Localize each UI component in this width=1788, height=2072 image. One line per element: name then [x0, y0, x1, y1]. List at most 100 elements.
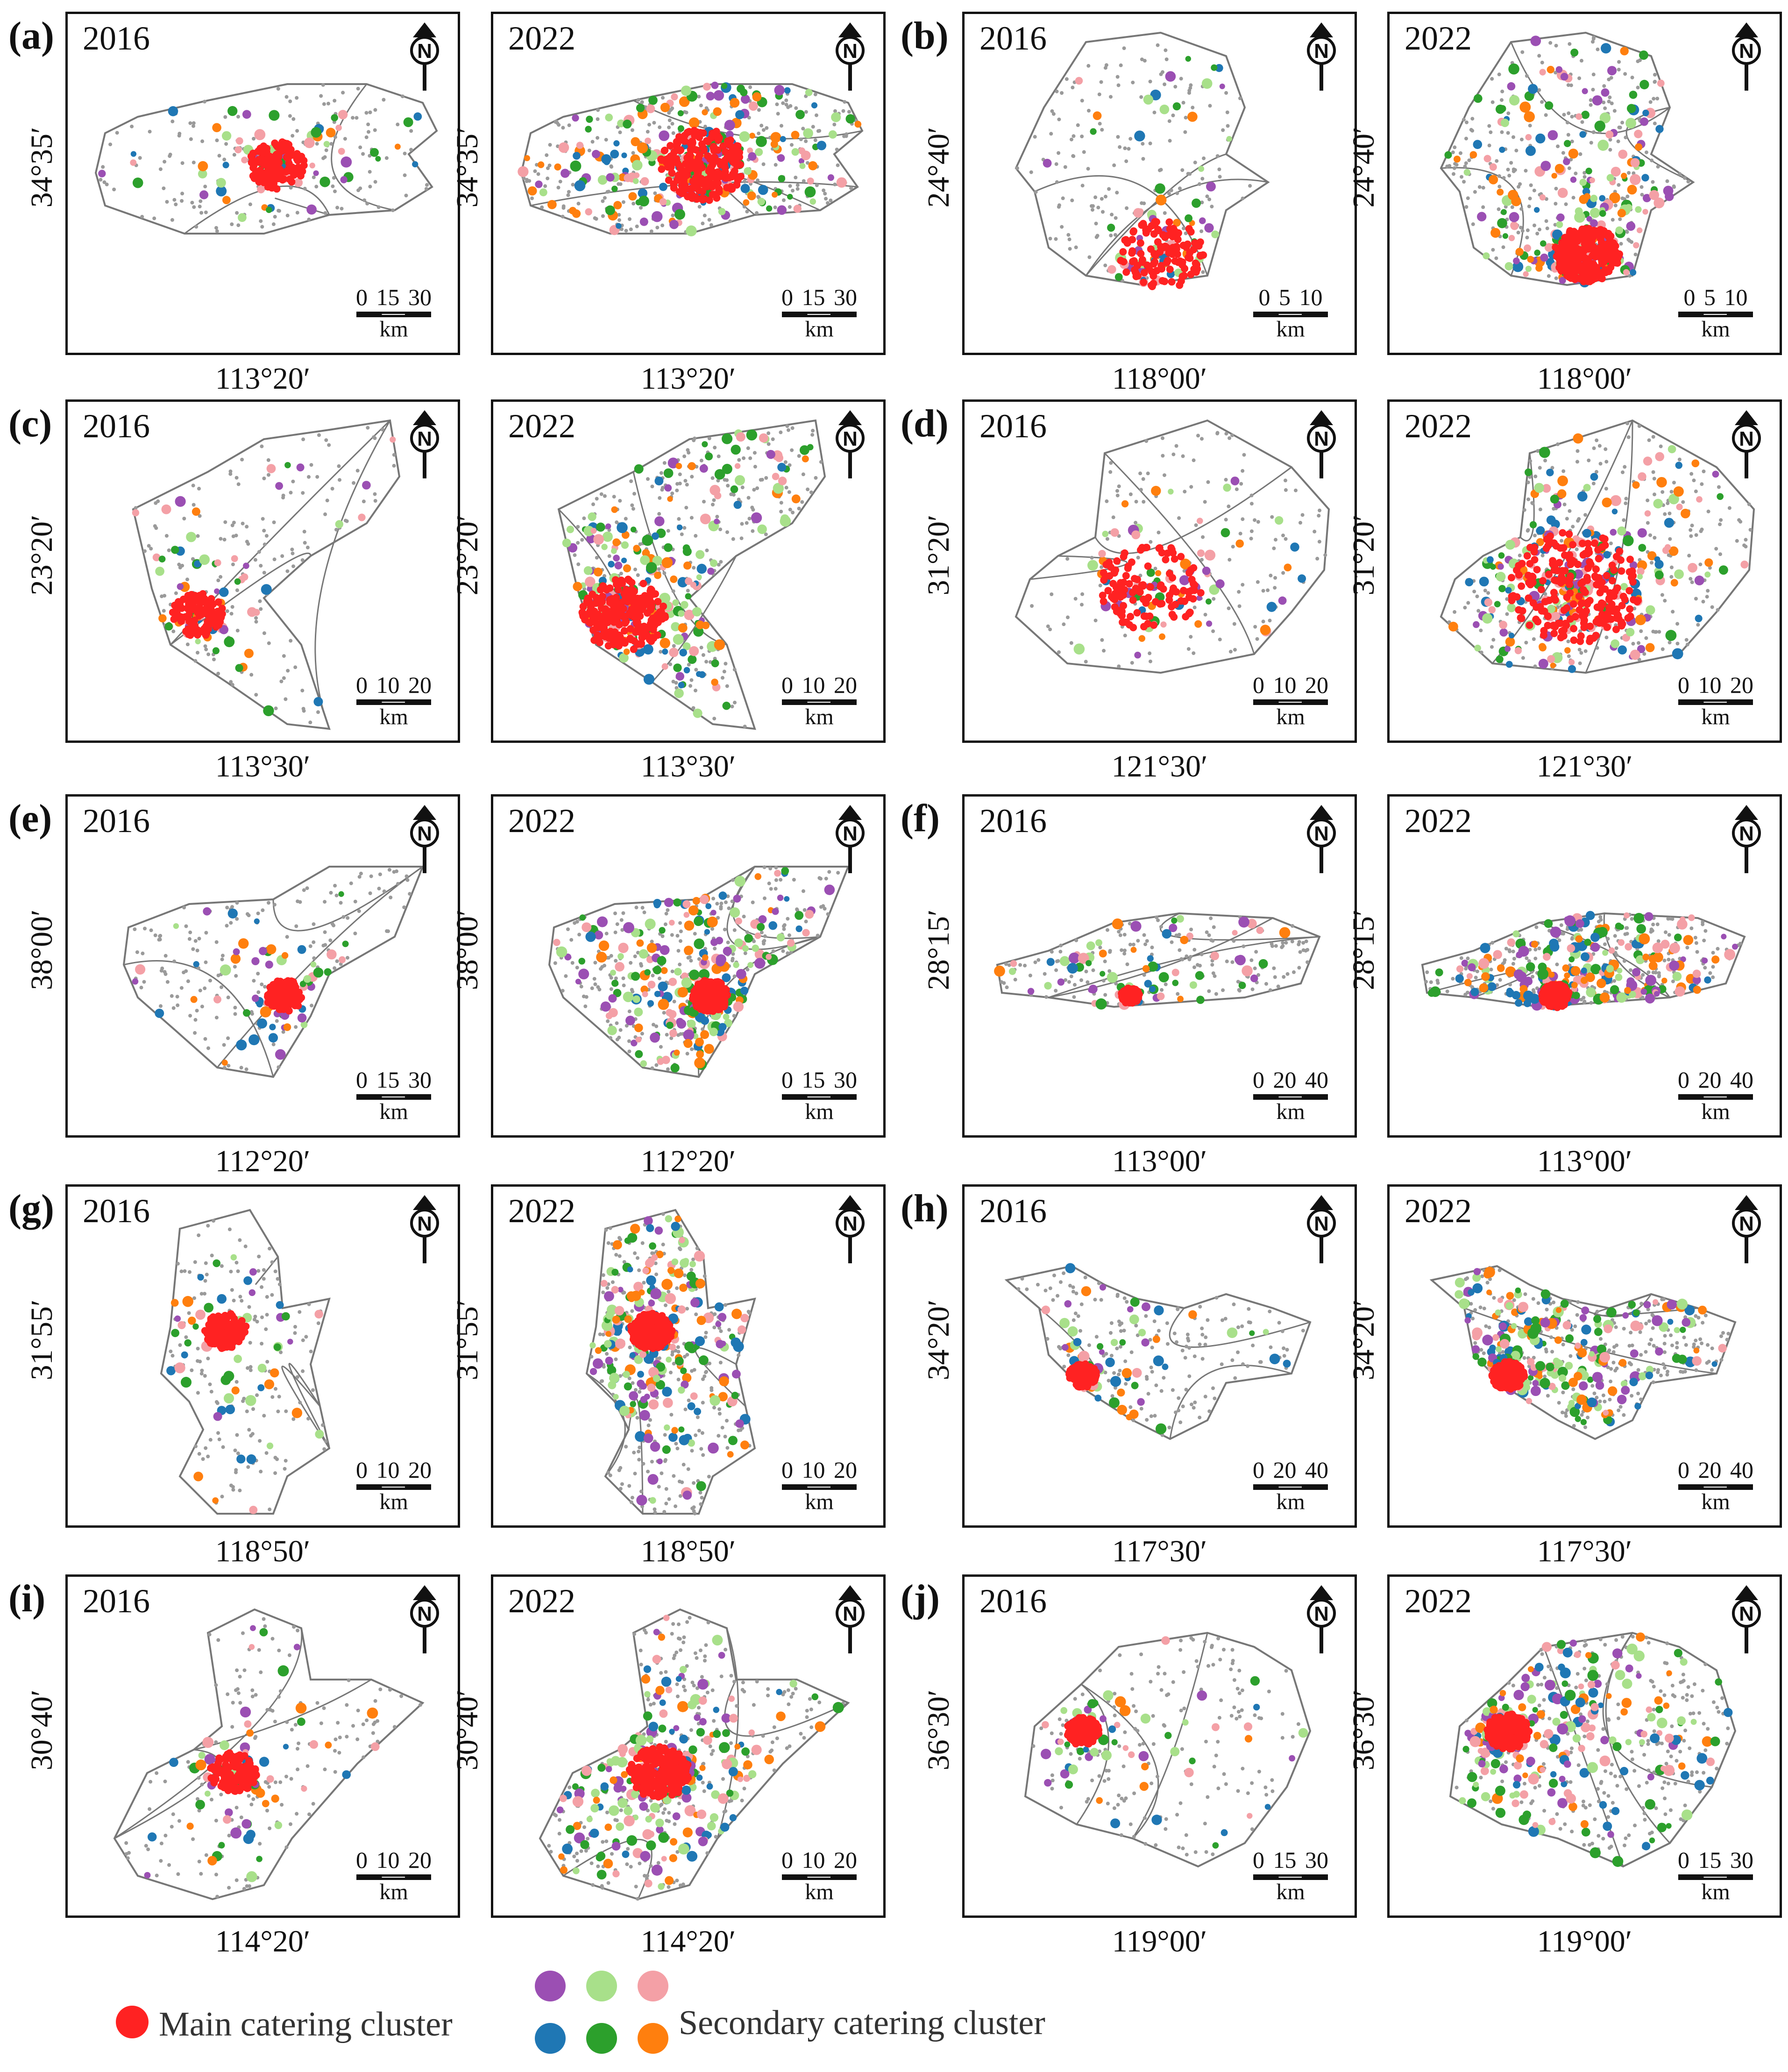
map-panel-h-2022: 2022 N 0 20 40 km	[1387, 1184, 1782, 1528]
city-boundary	[1024, 1631, 1312, 1868]
scale-numbers: 0 10 20	[1253, 672, 1328, 698]
map-area	[1004, 1263, 1312, 1440]
map-area	[548, 865, 850, 1078]
district-boundary	[1085, 153, 1227, 276]
longitude-label: 121°30′	[1536, 749, 1633, 783]
district-boundary	[216, 866, 423, 1068]
scale-unit: km	[1276, 705, 1305, 729]
map-panel-a-2022: 2022 N 0 15 30 km	[491, 12, 886, 355]
poi-points	[553, 865, 840, 1073]
north-arrow-icon: N	[1732, 1195, 1761, 1263]
panel-letter: (h)	[901, 1187, 949, 1230]
year-label: 2016	[81, 21, 152, 55]
latitude-label: 38°00′	[25, 909, 59, 990]
longitude-label: 113°20′	[215, 362, 311, 396]
latitude-label: 24°40′	[1347, 127, 1381, 208]
year-label: 2022	[1403, 21, 1474, 55]
district-boundary	[563, 1838, 653, 1900]
north-label: N	[1739, 1212, 1754, 1235]
district-boundary	[1543, 1646, 1624, 1867]
scale-bar: 0 15 30 km	[1662, 1848, 1769, 1909]
scale-bar-graphic	[356, 699, 431, 705]
year-label: 2022	[1403, 1194, 1474, 1228]
longitude-label: 113°00′	[1537, 1144, 1632, 1178]
longitude-label: 112°20′	[215, 1144, 311, 1178]
legend-blue-dot	[535, 2023, 566, 2054]
scale-bar-graphic	[1678, 1484, 1753, 1490]
map-area	[1440, 419, 1755, 674]
year-label: 2022	[506, 21, 577, 55]
panel-letter: (c)	[8, 402, 52, 445]
map-panel-g-2016: 2016 N 0 10 20 km	[65, 1184, 460, 1528]
year-label: 2016	[978, 804, 1049, 838]
map-panel-c-2016: 2016 N 0 10 20 km	[65, 399, 460, 743]
scale-bar: 0 20 40 km	[1662, 1068, 1769, 1129]
scale-bar-graphic	[1678, 1094, 1753, 1100]
panel-letter: (i)	[8, 1577, 46, 1620]
scale-unit: km	[379, 1489, 408, 1514]
district-boundary	[1169, 1364, 1292, 1439]
latitude-label: 30°40′	[25, 1689, 59, 1771]
scale-unit: km	[805, 705, 834, 729]
scale-bar-graphic	[782, 1484, 857, 1490]
latitude-label: 24°40′	[922, 127, 956, 208]
poi-points	[132, 426, 396, 725]
latitude-label: 31°55′	[25, 1299, 59, 1381]
longitude-label: 119°00′	[1112, 1924, 1207, 1958]
north-label: N	[1739, 822, 1754, 845]
scale-unit: km	[1276, 1099, 1305, 1124]
scale-numbers: 0 10 20	[356, 1847, 432, 1873]
district-boundary	[114, 1628, 303, 1839]
longitude-label: 117°30′	[1112, 1534, 1207, 1568]
scale-bar: 0 10 20 km	[1662, 673, 1769, 734]
map-area	[1440, 31, 1695, 288]
map-area	[539, 1608, 850, 1901]
poi-points	[562, 424, 823, 729]
scale-bar: 0 10 20 km	[766, 1848, 873, 1909]
longitude-label: 118°50′	[215, 1534, 311, 1568]
north-label: N	[417, 1602, 432, 1625]
north-label: N	[1739, 427, 1754, 450]
scale-bar-graphic	[782, 1094, 857, 1100]
poi-points	[1031, 1636, 1308, 1857]
poi-points	[1455, 1266, 1731, 1429]
scale-bar: 0 10 20 km	[766, 1458, 873, 1519]
map-area	[160, 1209, 331, 1515]
legend-orange-dot	[638, 2023, 668, 2054]
map-area	[994, 912, 1321, 1010]
north-arrow-icon: N	[836, 1585, 865, 1653]
scale-bar: 0 15 30 km	[340, 1068, 447, 1129]
north-arrow-icon: N	[836, 805, 865, 873]
poi-points	[994, 915, 1310, 1010]
scale-bar: 0 10 20 km	[1237, 673, 1344, 734]
scale-bar: 0 10 20 km	[340, 673, 447, 734]
district-boundary	[732, 866, 821, 939]
scale-numbers: 0 15 30	[781, 284, 857, 310]
district-boundary	[632, 471, 727, 646]
north-label: N	[843, 40, 858, 63]
scale-bar: 0 15 30 km	[766, 285, 873, 346]
poi-points	[589, 1212, 752, 1516]
legend-green-dot	[586, 2023, 617, 2054]
longitude-label: 113°20′	[640, 362, 736, 396]
scale-bar: 0 10 20 km	[766, 673, 873, 734]
north-arrow-icon: N	[410, 22, 439, 91]
longitude-label: 114°20′	[215, 1924, 311, 1958]
scale-unit: km	[379, 705, 408, 729]
district-boundary	[1048, 917, 1273, 998]
map-area	[1449, 1631, 1737, 1868]
map-area	[518, 81, 864, 236]
latitude-label: 30°40′	[450, 1689, 484, 1771]
scale-bar: 0 20 40 km	[1237, 1068, 1344, 1129]
scale-bar-graphic	[782, 699, 857, 705]
map-area	[1024, 1631, 1312, 1868]
north-arrow-icon: N	[1307, 805, 1336, 873]
map-panel-e-2022: 2022 N 0 15 30 km	[491, 794, 886, 1138]
north-label: N	[1739, 40, 1754, 63]
map-panel-e-2016: 2016 N 0 15 30 km	[65, 794, 460, 1138]
map-area	[557, 419, 826, 730]
scale-unit: km	[1701, 1880, 1730, 1904]
map-panel-c-2022: 2022 N 0 10 20 km	[491, 399, 886, 743]
poi-points	[1444, 36, 1690, 288]
